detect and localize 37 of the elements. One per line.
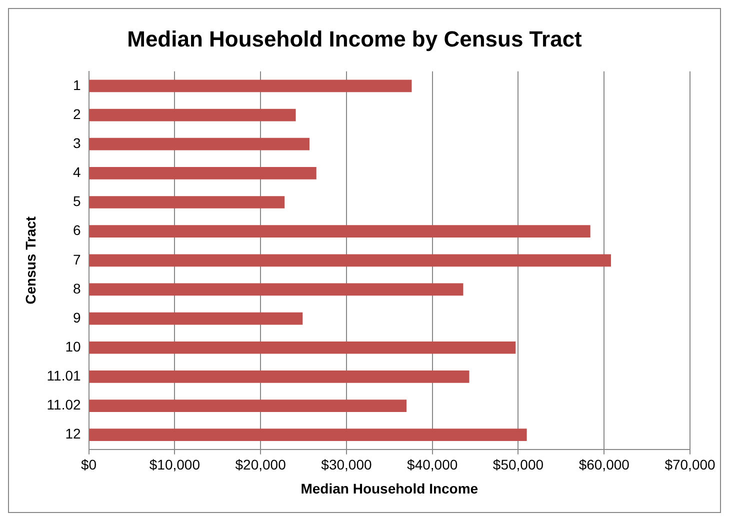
- y-axis-title: Census Tract: [22, 216, 38, 304]
- y-tick-label: 1: [73, 76, 81, 93]
- y-tick-label: 6: [73, 222, 81, 238]
- x-tick-label: $0: [81, 456, 97, 473]
- x-axis-title: Median Household Income: [300, 480, 478, 496]
- bar: [89, 370, 470, 383]
- chart-title: Median Household Income by Census Tract: [127, 26, 583, 52]
- y-tick-label: 4: [73, 164, 81, 180]
- y-tick-label: 2: [73, 106, 81, 122]
- x-tick-label: $20,000: [235, 456, 286, 473]
- y-tick-label: 8: [73, 280, 81, 296]
- x-tick-label: $30,000: [321, 456, 372, 473]
- x-tick-label: $10,000: [149, 456, 200, 473]
- x-tick-label: $60,000: [578, 456, 630, 473]
- y-tick-label: 3: [73, 134, 81, 151]
- y-tick-label: 11.02: [46, 396, 82, 413]
- x-tick-label: $40,000: [407, 456, 458, 473]
- x-tick-label: $50,000: [492, 456, 544, 473]
- bar: [89, 108, 296, 122]
- y-tick-label: 12: [65, 426, 82, 442]
- bar: [89, 254, 611, 267]
- x-tick-label: $70,000: [664, 456, 716, 473]
- bar: [89, 428, 527, 442]
- bar: [89, 400, 407, 412]
- bar: [89, 138, 310, 150]
- y-tick-label: 11.01: [46, 368, 82, 384]
- bar: [89, 166, 316, 180]
- y-tick-label: 5: [73, 193, 81, 210]
- y-tick-label: 7: [73, 251, 81, 268]
- bar: [89, 312, 303, 325]
- bar: [89, 341, 516, 354]
- y-tick-label: 10: [65, 338, 82, 354]
- bar: [89, 80, 412, 92]
- bar: [89, 196, 285, 208]
- y-tick-label: 9: [73, 309, 81, 326]
- bar: [89, 225, 590, 238]
- bar: [89, 283, 464, 296]
